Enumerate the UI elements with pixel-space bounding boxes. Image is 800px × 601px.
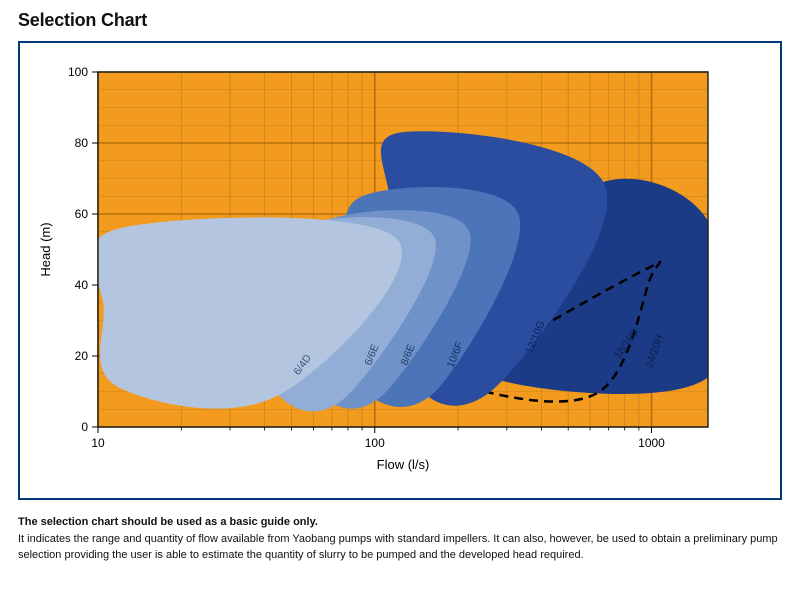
svg-text:1000: 1000 bbox=[638, 436, 665, 450]
svg-text:Flow (l/s): Flow (l/s) bbox=[377, 457, 430, 472]
footer-text: The selection chart should be used as a … bbox=[18, 514, 782, 564]
selection-chart: 24/20H18/16G12/10G10/6F8/6E6/6E6/4D10100… bbox=[28, 57, 728, 487]
svg-text:60: 60 bbox=[75, 207, 89, 221]
footer-body: It indicates the range and quantity of f… bbox=[18, 531, 782, 564]
svg-text:40: 40 bbox=[75, 278, 89, 292]
svg-text:10: 10 bbox=[91, 436, 105, 450]
svg-text:0: 0 bbox=[81, 420, 88, 434]
svg-text:20: 20 bbox=[75, 349, 89, 363]
page-title: Selection Chart bbox=[18, 10, 782, 31]
chart-frame: 24/20H18/16G12/10G10/6F8/6E6/6E6/4D10100… bbox=[18, 41, 782, 500]
svg-text:Head (m): Head (m) bbox=[38, 222, 53, 276]
svg-text:100: 100 bbox=[68, 65, 88, 79]
footer-bold: The selection chart should be used as a … bbox=[18, 514, 782, 531]
svg-text:100: 100 bbox=[365, 436, 385, 450]
svg-text:80: 80 bbox=[75, 136, 89, 150]
